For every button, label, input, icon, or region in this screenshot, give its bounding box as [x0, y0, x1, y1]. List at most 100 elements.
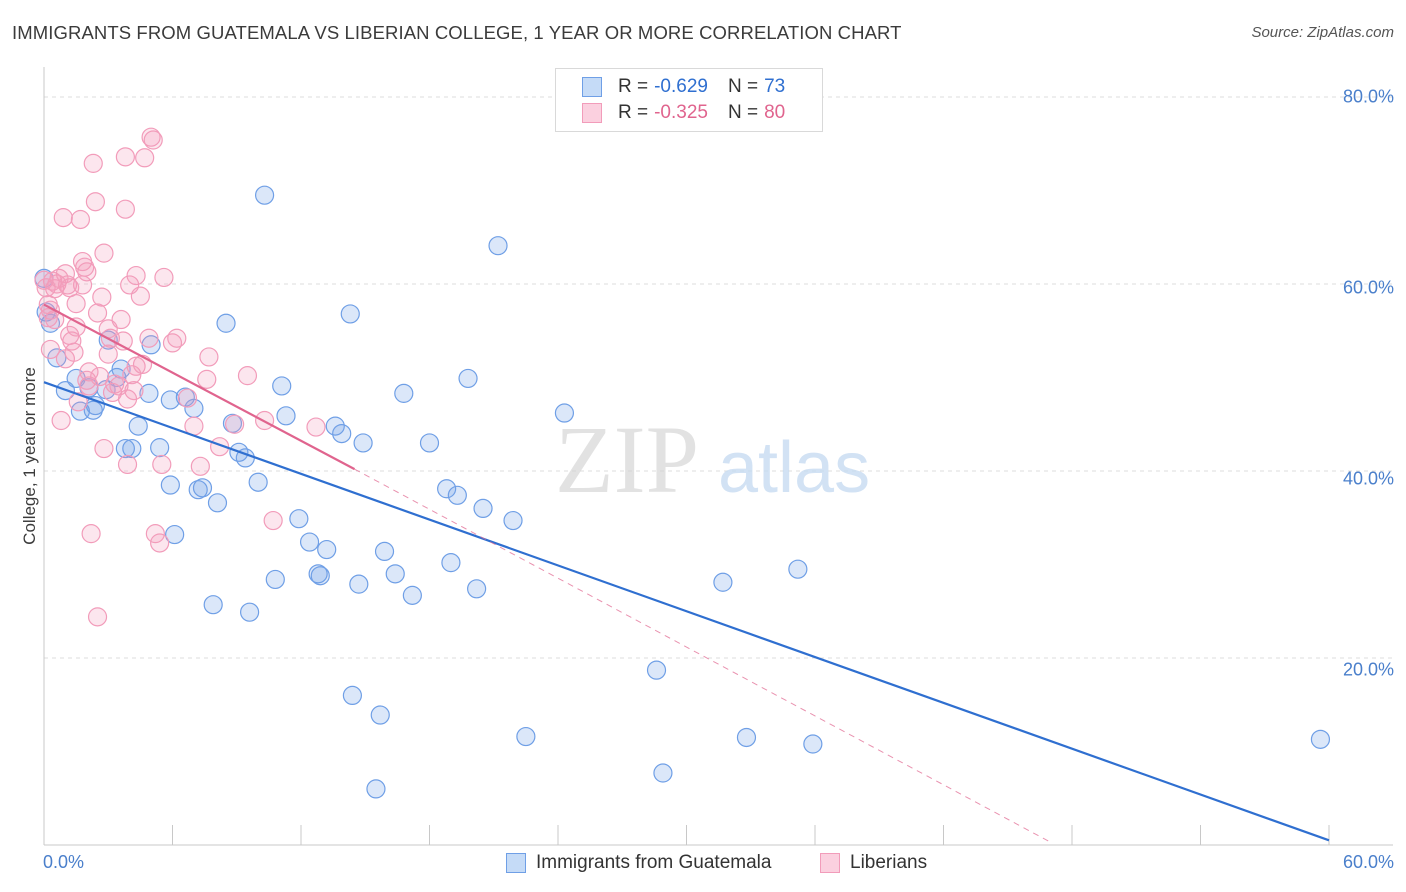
point-guatemala [374, 541, 395, 562]
legend-r-label: R = [618, 76, 649, 97]
point-liberians [143, 130, 163, 150]
point-guatemala [240, 602, 260, 622]
correlation-legend: R = -0.629 N = 73 R = -0.325 N = 80 [555, 68, 823, 132]
watermark-zip: ZIP [555, 406, 699, 513]
point-guatemala [165, 524, 185, 545]
legend-swatch-pink [582, 103, 602, 123]
point-liberians [55, 349, 76, 369]
point-liberians [306, 417, 326, 437]
y-tick-label: 60.0% [1342, 277, 1394, 298]
point-guatemala [289, 509, 309, 529]
point-guatemala [342, 685, 362, 706]
point-guatemala [160, 475, 180, 495]
point-guatemala [447, 485, 467, 505]
point-liberians [145, 524, 165, 544]
point-guatemala [394, 383, 414, 403]
trendline-liberians-extension [354, 468, 1051, 843]
legend-n-label: N = [727, 76, 759, 97]
point-guatemala [353, 433, 373, 453]
point-guatemala [299, 532, 320, 552]
point-guatemala [203, 595, 223, 615]
point-guatemala [437, 479, 457, 499]
legend-row-guatemala: R = -0.629 N = 73 [582, 75, 785, 99]
point-liberians [124, 380, 144, 401]
point-liberians [111, 309, 131, 330]
point-guatemala [248, 472, 268, 492]
point-guatemala [516, 726, 536, 747]
point-liberians [117, 454, 138, 475]
point-guatemala [467, 579, 487, 599]
point-liberians [85, 192, 106, 212]
point-guatemala [122, 438, 142, 459]
point-guatemala [310, 566, 330, 586]
point-guatemala [473, 498, 493, 518]
legend-n-label: N = [727, 102, 759, 123]
point-liberians [115, 147, 135, 167]
point-guatemala [554, 403, 575, 423]
point-guatemala [385, 564, 405, 584]
point-liberians [68, 392, 88, 412]
point-liberians [94, 243, 114, 263]
point-guatemala [272, 376, 292, 396]
legend-row-liberians: R = -0.325 N = 80 [582, 101, 785, 125]
point-liberians [225, 414, 245, 434]
point-guatemala [788, 559, 808, 579]
point-guatemala [402, 585, 422, 605]
point-guatemala [366, 779, 386, 799]
x-tick-label-min: 0.0% [43, 852, 85, 872]
legend-series-name: Immigrants from Guatemala [536, 852, 772, 873]
bottom-legend-guatemala: Immigrants from Guatemala [506, 852, 771, 874]
point-guatemala [713, 572, 733, 592]
point-liberians [150, 533, 170, 553]
point-liberians [94, 438, 114, 459]
point-guatemala [503, 510, 523, 531]
point-liberians [87, 607, 108, 627]
point-liberians [98, 344, 118, 364]
point-guatemala [488, 236, 508, 256]
point-liberians [152, 454, 172, 475]
point-liberians [141, 127, 161, 147]
point-guatemala [340, 304, 360, 324]
point-liberians [197, 369, 217, 389]
legend-swatch-pink [820, 853, 840, 873]
point-guatemala [441, 553, 461, 573]
point-guatemala [736, 727, 757, 748]
point-liberians [53, 208, 73, 228]
y-tick-label: 80.0% [1342, 86, 1394, 107]
source-label: Source: ZipAtlas.com [1251, 24, 1394, 41]
point-guatemala [332, 424, 352, 444]
point-guatemala [349, 574, 369, 594]
point-liberians [135, 148, 155, 168]
legend-series-name: Liberians [850, 852, 928, 873]
point-liberians [77, 370, 97, 390]
y-tick-label: 40.0% [1342, 468, 1394, 489]
trendline-liberians [43, 303, 356, 471]
point-guatemala [150, 438, 170, 458]
point-guatemala [646, 660, 667, 680]
point-guatemala [192, 478, 213, 498]
point-liberians [126, 265, 146, 286]
legend-swatch-blue [582, 77, 602, 97]
point-guatemala [803, 734, 823, 754]
legend-swatch-blue [506, 853, 526, 873]
bottom-legend-liberians: Liberians [820, 852, 927, 874]
point-guatemala [325, 416, 345, 436]
point-guatemala [265, 569, 285, 590]
point-guatemala [653, 763, 673, 783]
point-guatemala [139, 383, 159, 403]
point-liberians [81, 524, 101, 544]
point-guatemala [115, 438, 135, 459]
point-liberians [115, 199, 135, 219]
point-guatemala [160, 390, 180, 410]
point-guatemala [1310, 729, 1331, 749]
point-liberians [130, 286, 150, 306]
point-liberians [92, 287, 112, 307]
point-liberians [177, 388, 198, 408]
point-liberians [51, 410, 71, 431]
point-liberians [263, 510, 283, 531]
point-guatemala [419, 433, 440, 453]
point-liberians [60, 278, 80, 298]
legend-n-value: 73 [764, 76, 786, 97]
point-liberians [77, 262, 97, 282]
